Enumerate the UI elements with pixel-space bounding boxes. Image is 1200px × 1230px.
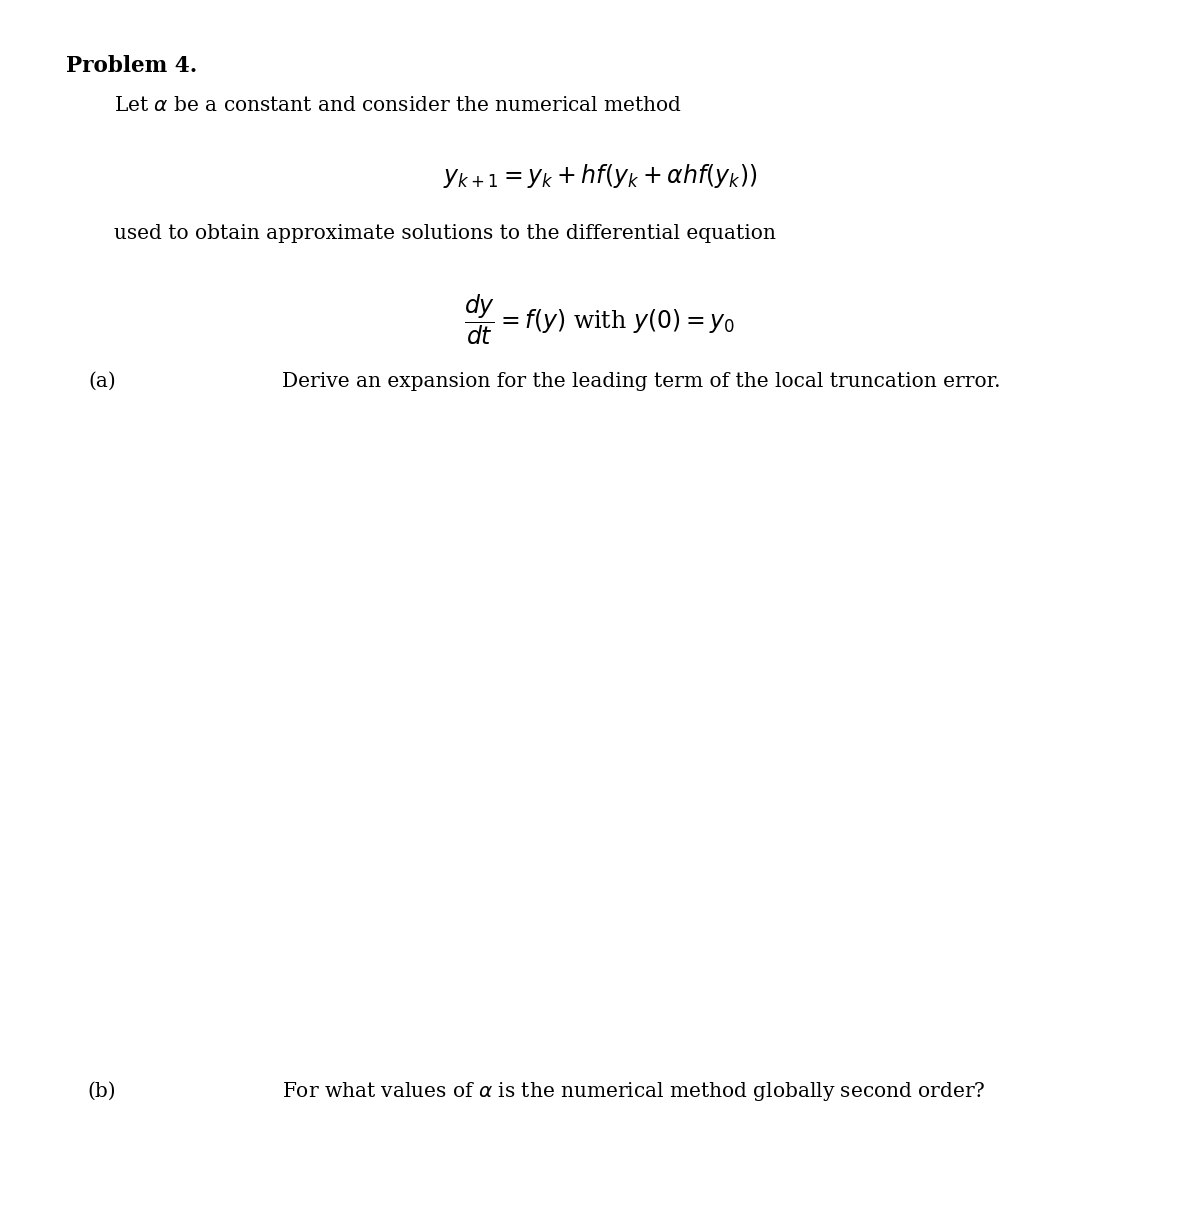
Text: (b): (b) [88,1081,116,1101]
Text: (a): (a) [88,371,116,391]
Text: Derive an expansion for the leading term of the local truncation error.: Derive an expansion for the leading term… [282,371,1001,391]
Text: For what values of $\alpha$ is the numerical method globally second order?: For what values of $\alpha$ is the numer… [282,1080,985,1102]
Text: $y_{k+1} = y_k + hf(y_k + \alpha hf(y_k))$: $y_{k+1} = y_k + hf(y_k + \alpha hf(y_k)… [443,162,757,191]
Text: Problem 4.: Problem 4. [66,55,197,77]
Text: Let $\alpha$ be a constant and consider the numerical method: Let $\alpha$ be a constant and consider … [114,96,683,114]
Text: used to obtain approximate solutions to the differential equation: used to obtain approximate solutions to … [114,224,776,242]
Text: $\dfrac{dy}{dt} = f(y)$ with $y(0) = y_0$: $\dfrac{dy}{dt} = f(y)$ with $y(0) = y_0… [464,293,736,347]
